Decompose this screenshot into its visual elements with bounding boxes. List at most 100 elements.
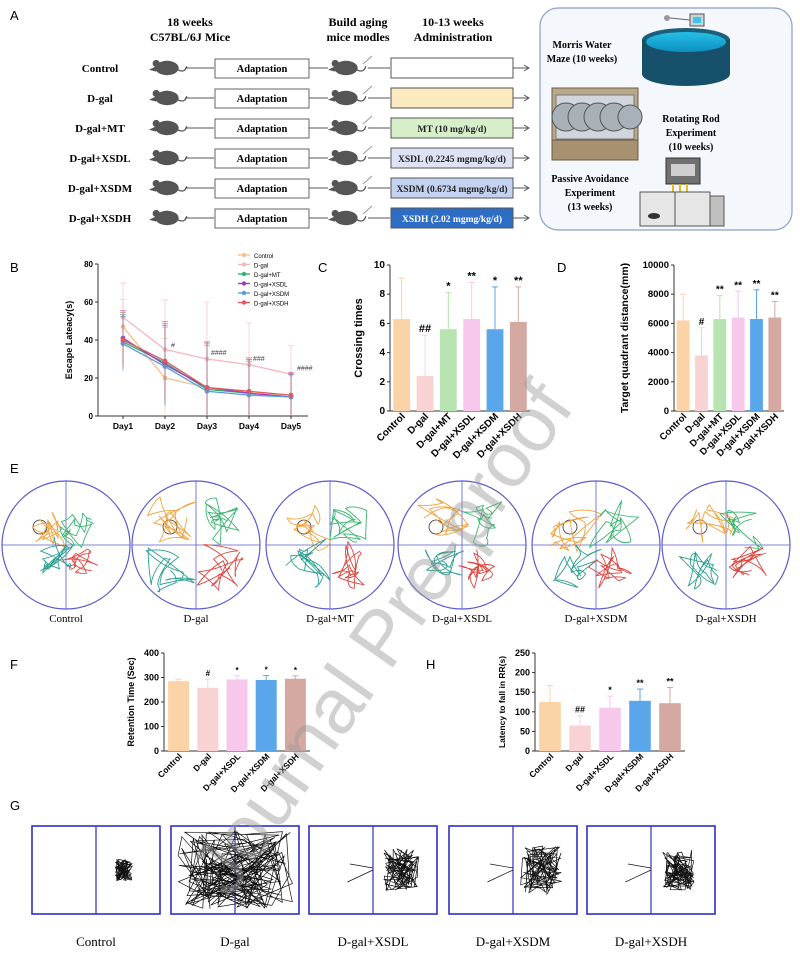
bar: [168, 681, 190, 751]
mouse-body: [155, 150, 179, 166]
panel-a-rows: Control Adaptation D-gal Adaptation D-gal+MT…: [68, 55, 530, 229]
mouse-tail: [177, 186, 188, 192]
panel-a: A 18 weeks C57BL/6J Mice Build aging mic…: [10, 7, 793, 231]
y-tick-label: 8: [379, 289, 385, 300]
legend-label: Control: [254, 254, 273, 260]
adaptation-label: Adaptation: [237, 124, 288, 135]
significance-mark: **: [716, 285, 724, 296]
swim-trace: [678, 550, 719, 590]
mouse-tail: [356, 186, 367, 192]
passive-avoidance-device: [639, 157, 725, 227]
bar: [255, 679, 277, 751]
movement-trace: [383, 848, 420, 892]
maze-label: D-gal+MT: [306, 613, 354, 625]
bar: [569, 725, 591, 751]
group-label: D-gal: [87, 93, 113, 105]
panel-letter-c: C: [318, 260, 327, 275]
significance-mark: ##: [419, 323, 431, 335]
panel-e: Control D-gal D-gal+MT D-gal+XSDL D-gal+XSDM…: [1, 480, 791, 625]
bar: [768, 317, 782, 411]
pa-label-2: Experiment: [565, 188, 616, 199]
panel-letter-g: G: [10, 798, 20, 813]
maze-label: Control: [49, 613, 83, 625]
legend-marker: [241, 290, 247, 296]
bar: [284, 678, 306, 751]
significance-mark: #: [699, 317, 705, 328]
movement-trace: [487, 863, 514, 883]
dose-label: XSDH (2.02 mgmg/kg/d): [402, 214, 502, 225]
swim-trace: [31, 511, 66, 548]
adaptation-label: Adaptation: [237, 214, 288, 225]
avoidance-label: D-gal: [220, 934, 250, 949]
mouse-head: [149, 186, 157, 192]
mouse-icon: [149, 179, 188, 196]
aged-mouse-icon: [328, 59, 367, 76]
mouse-head: [149, 96, 157, 102]
mouse-tail: [177, 126, 188, 132]
swim-trace: [458, 549, 496, 589]
bar: [539, 702, 561, 751]
data-point: [162, 358, 168, 364]
annotation: ####: [211, 350, 227, 357]
mouse-head: [149, 126, 157, 132]
swim-trace: [285, 538, 331, 588]
header-admin-2: Administration: [414, 30, 493, 44]
category-label: Control: [527, 751, 555, 779]
x-tick-label: Day3: [197, 421, 218, 431]
panel-g: Control D-gal D-gal+XSDL D-gal+XSDM D-gal+XS…: [31, 825, 716, 949]
mouse-ear: [152, 89, 160, 98]
mouse-head: [149, 66, 157, 72]
bar: [393, 319, 411, 411]
group-label: D-gal+XSDH: [69, 213, 132, 225]
arrow-head: [523, 184, 530, 192]
legend-label: D-gal+XSDM: [254, 292, 289, 298]
arrow-head: [523, 64, 530, 72]
mouse-ear: [331, 149, 339, 158]
mouse-icon: [149, 89, 188, 106]
mouse-head: [328, 126, 336, 132]
mouse-head: [328, 216, 336, 222]
arrow-head: [523, 94, 530, 102]
movement-trace: [519, 845, 562, 896]
y-tick-label: 0: [664, 406, 669, 417]
aged-mouse-icon: [328, 119, 367, 136]
mouse-body: [334, 180, 358, 196]
chart-h: 0 50 100 150 200 250 Latency to fall in RR(s) C…: [497, 648, 685, 794]
mouse-head: [328, 66, 336, 72]
swim-trace: [587, 546, 632, 589]
panel-letter-a: A: [10, 8, 19, 23]
swim-trace: [39, 536, 74, 574]
mouse-icon: [149, 149, 188, 166]
annotation: ####: [297, 365, 313, 372]
bar: [695, 355, 708, 411]
mouse-body: [334, 120, 358, 136]
movement-trace: [347, 863, 374, 883]
mouse-body: [334, 150, 358, 166]
swim-trace: [196, 544, 244, 592]
mouse-body: [155, 210, 179, 226]
arrow-head: [523, 154, 530, 162]
mouse-head: [328, 96, 336, 102]
panel-letter-e: E: [10, 461, 19, 476]
group-label: D-gal+XSDL: [69, 153, 130, 165]
swim-trace: [588, 500, 640, 549]
mouse-tail: [356, 66, 367, 72]
y-tick-label: 0: [154, 746, 159, 756]
y-tick-label: 200: [515, 668, 530, 678]
movement-trace: [177, 829, 293, 909]
swim-trace: [728, 545, 767, 579]
avoidance-label: Control: [76, 934, 116, 949]
mouse-body: [155, 120, 179, 136]
legend-label: D-gal: [254, 264, 268, 270]
bar: [713, 319, 727, 411]
group-label: D-gal+XSDM: [68, 183, 133, 195]
annotation: ###: [253, 356, 265, 363]
adaptation-label: Adaptation: [237, 154, 288, 165]
bar: [416, 375, 434, 411]
movement-trace: [662, 849, 695, 891]
dose-label: XSDM (0.6734 mgmg/kg/d): [396, 184, 507, 195]
legend-marker: [241, 252, 247, 258]
x-tick-label: Day4: [239, 421, 260, 431]
